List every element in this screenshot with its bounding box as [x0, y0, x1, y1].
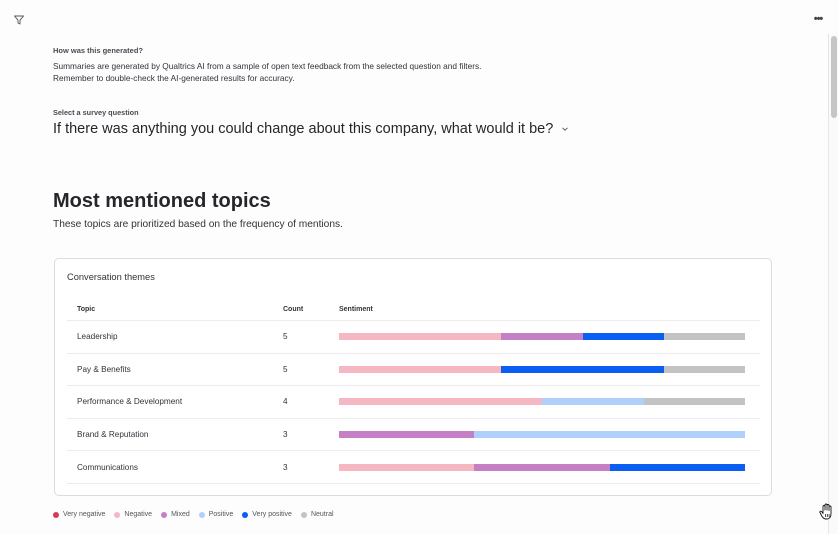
count-cell: 5 [283, 332, 288, 342]
legend-label: Positive [208, 511, 234, 518]
legend-dot-icon [53, 511, 59, 518]
sentiment-bar[interactable] [339, 463, 745, 471]
legend-item-very-positive[interactable]: Very positive [242, 511, 292, 518]
topic-cell: Performance & Development [77, 397, 183, 407]
sentiment-segment-mixed[interactable] [339, 431, 475, 439]
sentiment-segment-very-positive[interactable] [582, 333, 664, 341]
table-row[interactable]: Leadership 5 [67, 321, 760, 354]
sentiment-segment-negative[interactable] [339, 463, 475, 471]
sentiment-segment-negative[interactable] [339, 365, 502, 373]
sentiment-bar[interactable] [339, 333, 745, 341]
column-header-topic: Topic [77, 306, 96, 313]
sentiment-segment-mixed[interactable] [501, 333, 583, 341]
legend-label: Very negative [63, 511, 106, 518]
legend-item-mixed[interactable]: Mixed [161, 511, 190, 518]
sentiment-segment-neutral[interactable] [663, 333, 745, 341]
sentiment-segment-neutral[interactable] [643, 398, 745, 406]
how-generated-line-1: Summaries are generated by Qualtrics AI … [53, 61, 482, 71]
sentiment-cell [339, 463, 760, 471]
count-cell: 3 [283, 430, 288, 440]
sentiment-segment-very-positive[interactable] [501, 365, 664, 373]
legend-item-negative[interactable]: Negative [114, 511, 152, 518]
legend-label: Mixed [171, 511, 190, 518]
conversation-themes-card: Conversation themes Topic Count Sentimen… [54, 258, 772, 496]
sentiment-cell [339, 333, 760, 341]
section-subtitle: These topics are prioritized based on th… [53, 219, 343, 230]
legend-label: Neutral [310, 511, 334, 518]
topic-cell: Brand & Reputation [77, 430, 149, 440]
sentiment-segment-mixed[interactable] [474, 463, 610, 471]
table-row[interactable]: Brand & Reputation 3 [67, 419, 760, 452]
table-row[interactable]: Communications 3 [67, 451, 760, 484]
card-title: Conversation themes [67, 272, 155, 282]
themes-table: Topic Count Sentiment Leadership 5 Pay & B… [67, 299, 760, 484]
sentiment-bar[interactable] [339, 431, 745, 439]
how-generated-label: How was this generated? [53, 46, 144, 55]
hand-cursor-icon [819, 503, 832, 520]
section-title: Most mentioned topics [53, 190, 271, 212]
column-header-count: Count [283, 306, 304, 313]
sentiment-segment-very-positive[interactable] [609, 463, 745, 471]
more-options-icon[interactable]: ••• [813, 13, 824, 25]
legend-dot-icon [198, 511, 205, 518]
column-header-sentiment: Sentiment [339, 306, 373, 313]
sentiment-segment-negative[interactable] [339, 333, 502, 341]
table-header: Topic Count Sentiment [67, 299, 760, 321]
count-cell: 3 [283, 462, 288, 472]
legend-dot-icon [242, 511, 249, 518]
table-row[interactable]: Performance & Development 4 [67, 386, 760, 419]
topic-cell: Pay & Benefits [77, 364, 131, 374]
survey-question-label: Select a survey question [53, 108, 139, 117]
sentiment-legend: Very negative Negative Mixed Positive Very p… [53, 511, 343, 518]
topic-cell: Leadership [77, 332, 118, 342]
how-generated-line-2: Remember to double-check the AI-generate… [53, 73, 295, 83]
sentiment-cell [339, 365, 760, 373]
legend-label: Very positive [252, 511, 292, 518]
sentiment-segment-positive[interactable] [542, 398, 644, 406]
count-cell: 5 [283, 364, 288, 374]
sentiment-segment-negative[interactable] [339, 398, 542, 406]
selected-question: If there was anything you could change a… [53, 121, 554, 137]
count-cell: 4 [283, 397, 288, 407]
survey-question-dropdown[interactable]: If there was anything you could change a… [53, 121, 569, 137]
sentiment-bar[interactable] [339, 365, 745, 373]
topic-cell: Communications [77, 462, 138, 472]
scrollbar-track[interactable] [828, 34, 838, 534]
sentiment-segment-neutral[interactable] [663, 365, 745, 373]
sentiment-bar[interactable] [339, 398, 745, 406]
legend-item-very-negative[interactable]: Very negative [53, 511, 105, 518]
legend-dot-icon [300, 511, 307, 518]
sentiment-cell [339, 398, 760, 406]
scrollbar-thumb[interactable] [831, 36, 837, 118]
legend-dot-icon [114, 511, 121, 518]
legend-item-neutral[interactable]: Neutral [300, 511, 334, 518]
how-generated-text: Summaries are generated by Qualtrics AI … [53, 60, 481, 84]
legend-item-positive[interactable]: Positive [198, 511, 234, 518]
legend-dot-icon [161, 511, 168, 518]
filter-icon[interactable] [13, 14, 25, 26]
chevron-down-icon [562, 127, 569, 131]
legend-label: Negative [124, 511, 153, 518]
table-row[interactable]: Pay & Benefits 5 [67, 354, 760, 387]
sentiment-cell [339, 431, 760, 439]
sentiment-segment-positive[interactable] [474, 431, 745, 439]
